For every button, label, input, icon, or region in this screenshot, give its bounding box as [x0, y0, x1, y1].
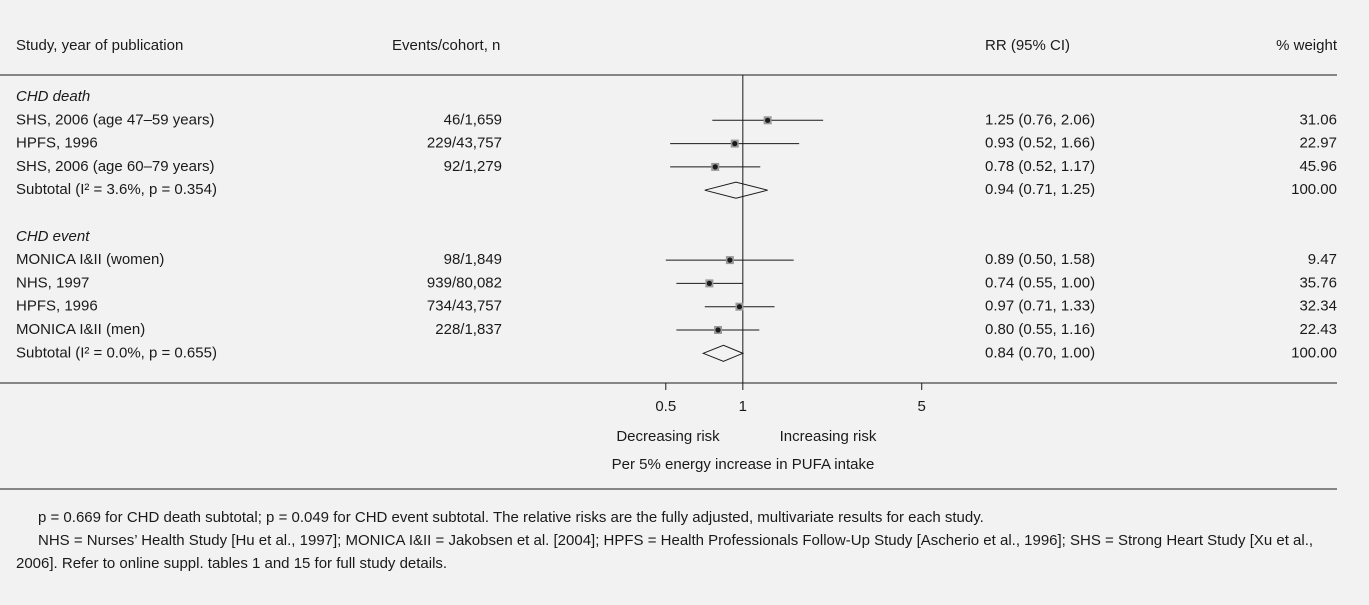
- rr-label: 1.25 (0.76, 2.06): [985, 111, 1095, 128]
- rr-label: 0.94 (0.71, 1.25): [985, 181, 1095, 198]
- rr-label: 0.80 (0.55, 1.16): [985, 321, 1095, 338]
- x-tick-label: 0.5: [655, 398, 676, 415]
- point: [732, 141, 738, 147]
- study-name: MONICA I&II (women): [16, 251, 164, 268]
- events: 98/1,849: [444, 251, 502, 268]
- subtotal-diamond: [701, 344, 745, 362]
- subtotal-label: Subtotal (I² = 0.0%, p = 0.655): [16, 344, 217, 361]
- subtotal-diamond: [704, 181, 768, 199]
- events: 92/1,279: [444, 158, 502, 175]
- point: [712, 164, 718, 170]
- study-name: NHS, 1997: [16, 274, 89, 291]
- events: 229/43,757: [427, 135, 502, 152]
- rr-label: 0.78 (0.52, 1.17): [985, 158, 1095, 175]
- weight: 9.47: [1308, 251, 1337, 268]
- x-axis-title: Per 5% energy increase in PUFA intake: [612, 456, 875, 473]
- left-label: Decreasing risk: [616, 428, 720, 445]
- study-name: HPFS, 1996: [16, 135, 98, 152]
- point: [736, 304, 743, 310]
- rr-label: 0.74 (0.55, 1.00): [985, 274, 1095, 291]
- footnote: p = 0.669 for CHD death subtotal; p = 0.…: [38, 509, 984, 526]
- study-name: HPFS, 1996: [16, 298, 98, 315]
- weight: 22.43: [1299, 321, 1337, 338]
- right-label: Increasing risk: [780, 428, 877, 445]
- events: 228/1,837: [435, 321, 502, 338]
- header-study: Study, year of publication: [16, 37, 183, 54]
- header-events: Events/cohort, n: [392, 37, 500, 54]
- footnotes: p = 0.669 for CHD death subtotal; p = 0.…: [16, 506, 1356, 575]
- point: [706, 280, 712, 286]
- weight: 32.34: [1299, 298, 1337, 315]
- rr-label: 0.93 (0.52, 1.66): [985, 135, 1095, 152]
- point: [765, 117, 771, 123]
- study-name: SHS, 2006 (age 60–79 years): [16, 158, 214, 175]
- header-rr: RR (95% CI): [985, 37, 1070, 54]
- x-tick-label: 1: [739, 398, 747, 415]
- events: 46/1,659: [444, 111, 502, 128]
- footnote: NHS = Nurses’ Health Study [Hu et al., 1…: [16, 532, 1314, 572]
- weight: 45.96: [1299, 158, 1337, 175]
- point: [715, 327, 721, 333]
- weight: 35.76: [1299, 274, 1337, 291]
- subtotal-label: Subtotal (I² = 3.6%, p = 0.354): [16, 181, 217, 198]
- point: [727, 257, 733, 263]
- weight: 100.00: [1291, 181, 1337, 198]
- events: 734/43,757: [427, 298, 502, 315]
- events: 939/80,082: [427, 274, 502, 291]
- group-label: CHD event: [16, 228, 90, 245]
- rr-label: 0.97 (0.71, 1.33): [985, 298, 1095, 315]
- header-weight: % weight: [1276, 37, 1338, 54]
- x-tick-label: 5: [918, 398, 926, 415]
- rr-label: 0.89 (0.50, 1.58): [985, 251, 1095, 268]
- weight: 22.97: [1299, 135, 1337, 152]
- forest-plot: Study, year of publication Events/cohort…: [0, 37, 1338, 490]
- weight: 100.00: [1291, 344, 1337, 361]
- study-name: SHS, 2006 (age 47–59 years): [16, 111, 214, 128]
- rr-label: 0.84 (0.70, 1.00): [985, 344, 1095, 361]
- group-label: CHD death: [16, 88, 90, 105]
- weight: 31.06: [1299, 111, 1337, 128]
- study-name: MONICA I&II (men): [16, 321, 145, 338]
